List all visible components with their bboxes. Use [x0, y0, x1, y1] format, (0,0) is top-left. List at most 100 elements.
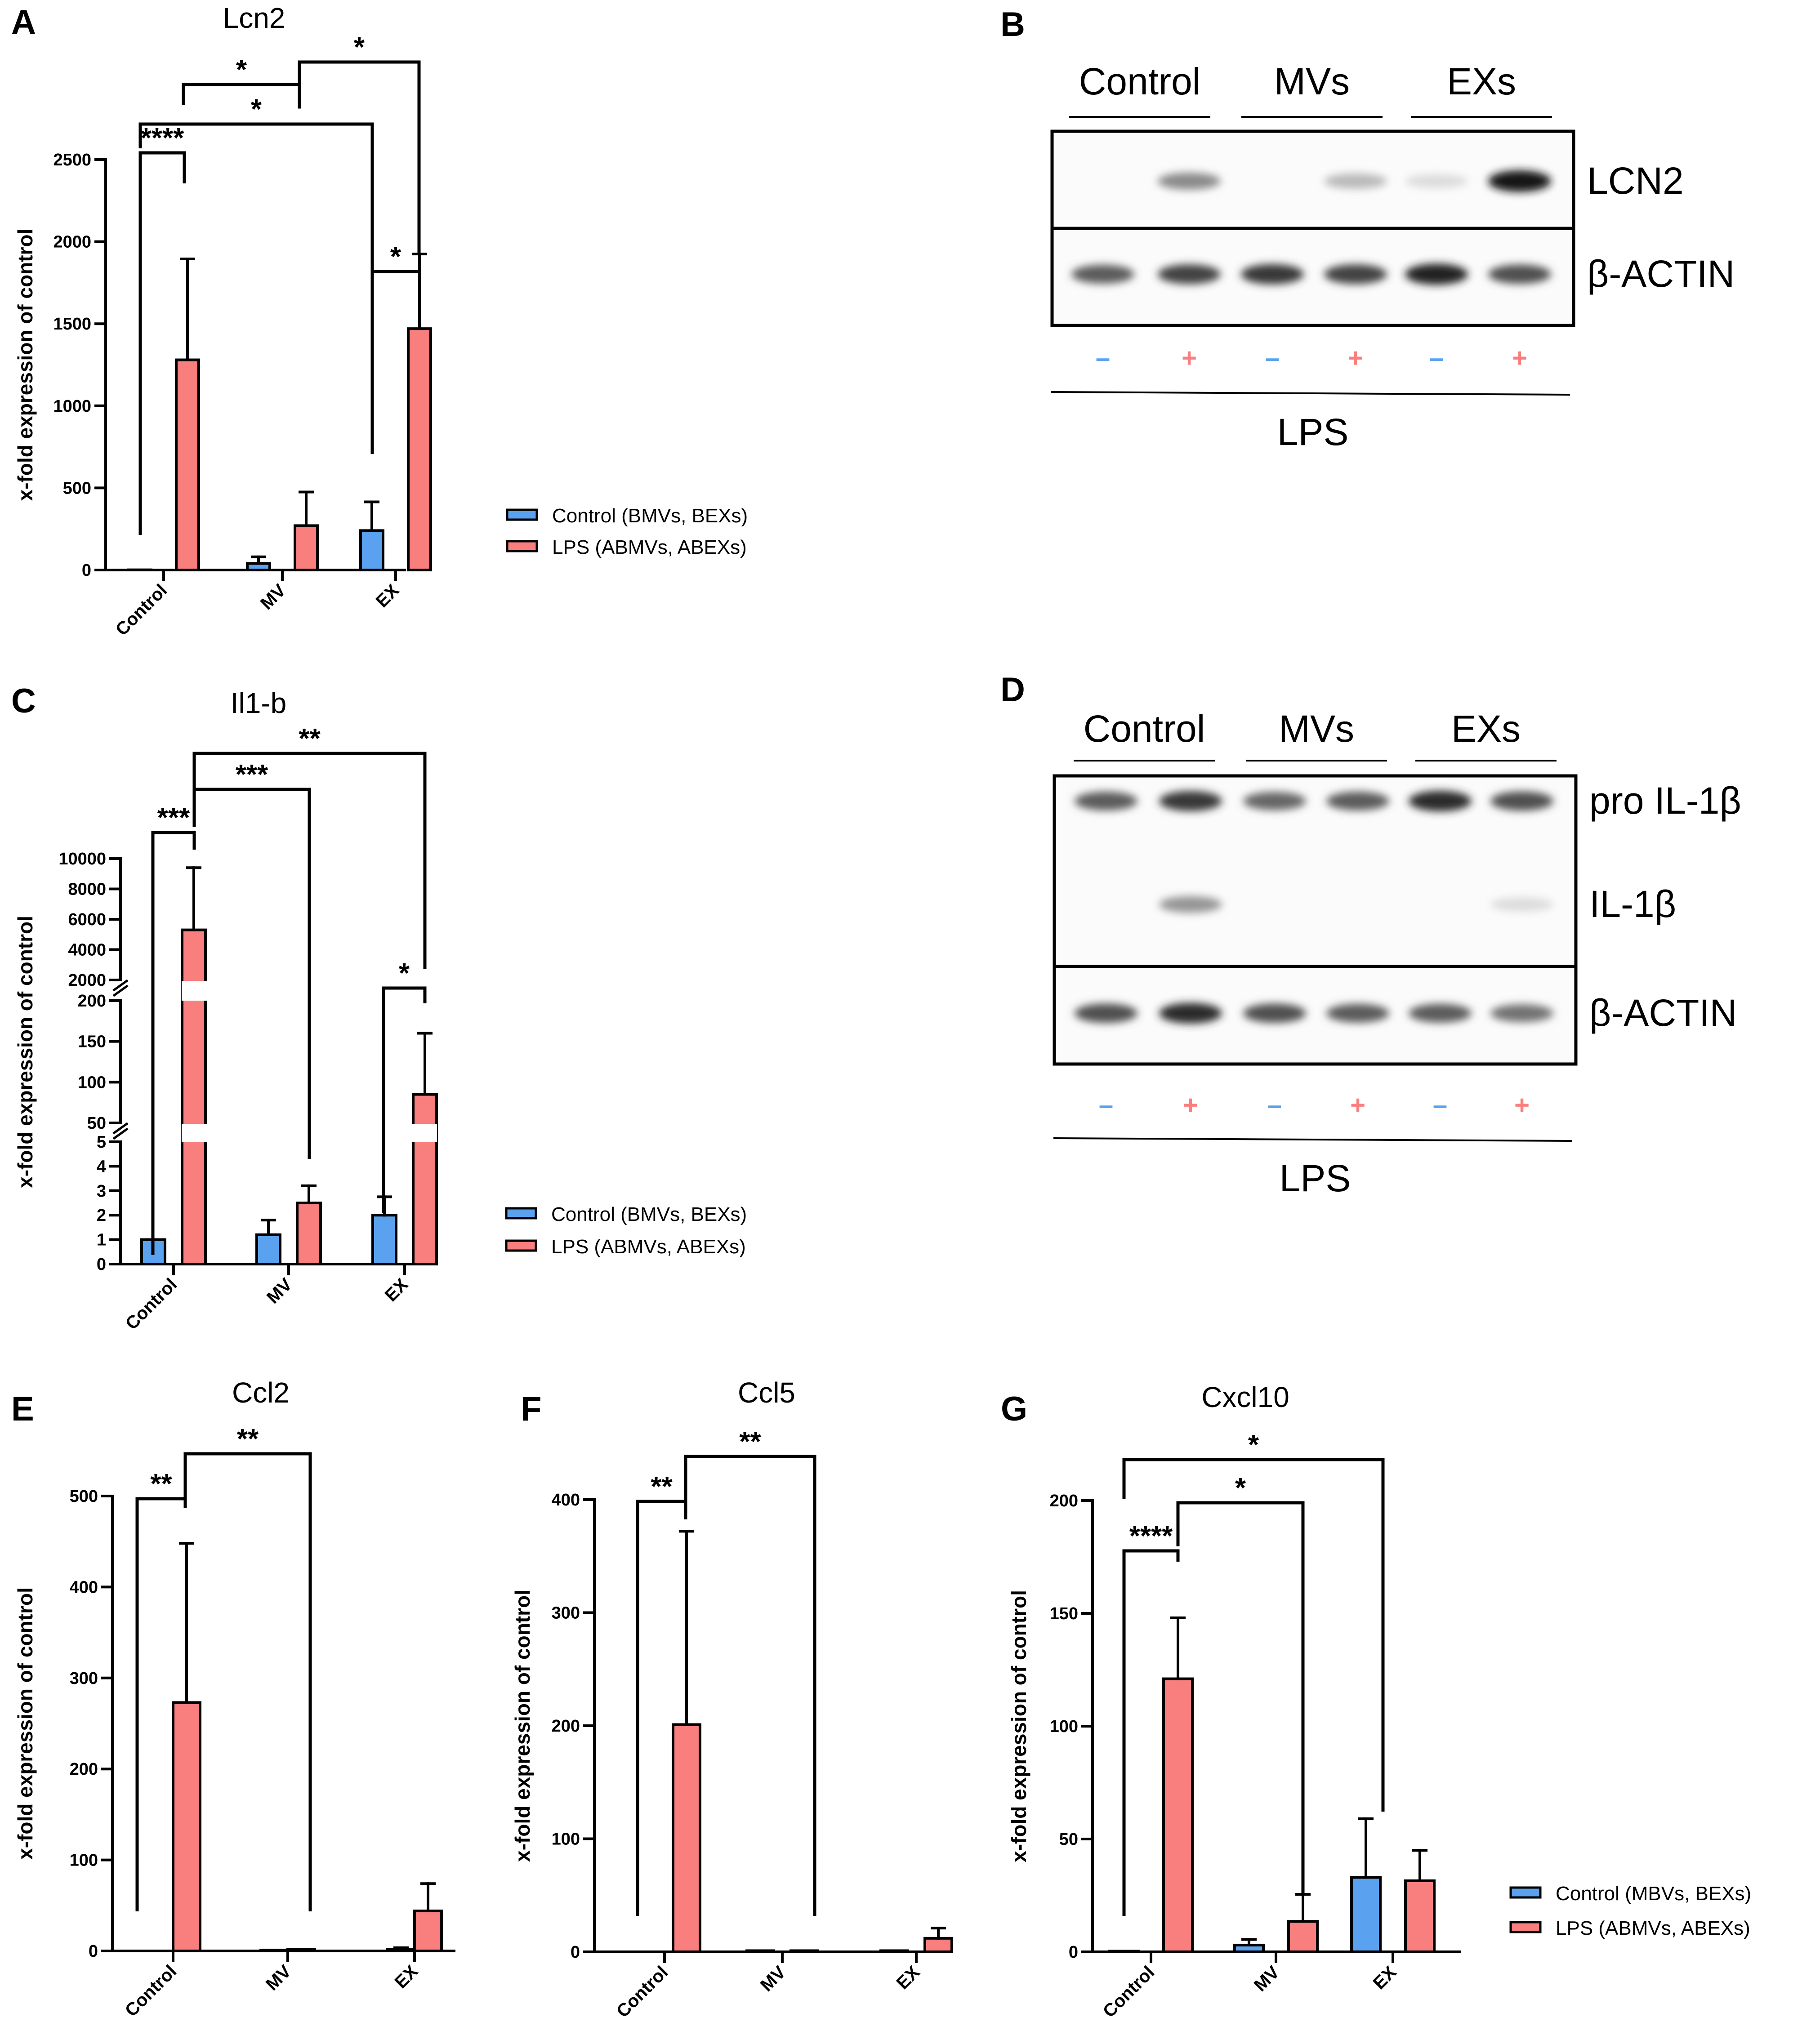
y-tick-label: 200 — [1050, 1492, 1078, 1510]
y-axis-label: x-fold expression of control — [13, 916, 37, 1188]
blot-band — [1326, 1004, 1389, 1023]
y-tick-label: 200 — [70, 1760, 98, 1779]
chart-title: Cxcl10 — [1201, 1381, 1289, 1413]
y-tick-label: 1000 — [53, 397, 91, 416]
y-tick-label: 500 — [63, 479, 91, 498]
band-label: β-ACTIN — [1587, 253, 1735, 295]
blot-band — [1241, 264, 1304, 285]
significance-label: ** — [150, 1469, 172, 1500]
bar — [175, 358, 200, 571]
y-tick-label: 4000 — [68, 941, 106, 960]
blot-band — [1488, 170, 1551, 192]
blot-band — [1324, 174, 1387, 189]
bar — [181, 928, 207, 1265]
lane-group-label: MVs — [1274, 60, 1350, 102]
x-tick-label: EX — [1369, 1962, 1401, 1993]
y-tick-label: 1500 — [53, 315, 91, 334]
legend-A: Control (BMVs, BEXs) LPS (ABMVs, ABEXs) — [506, 505, 748, 558]
y-tick-label: 2500 — [53, 151, 91, 169]
y-tick-label: 500 — [70, 1487, 98, 1506]
y-tick-label: 200 — [78, 992, 106, 1011]
legend-label: LPS (ABMVs, ABEXs) — [1556, 1917, 1750, 1939]
significance-label: * — [1248, 1429, 1259, 1461]
treatment-label: LPS — [1280, 1157, 1351, 1199]
x-tick-label: MV — [257, 580, 290, 614]
axis-break-mark — [112, 1122, 129, 1135]
y-tick-label: 5 — [97, 1133, 106, 1152]
x-tick-label: MV — [263, 1274, 296, 1308]
blot-band — [1243, 1003, 1306, 1023]
lps-minus-sign: – — [1099, 1091, 1113, 1120]
x-tick-label: MV — [1250, 1962, 1284, 1995]
band-label: β-ACTIN — [1589, 992, 1737, 1034]
legend-swatch — [1509, 1886, 1542, 1899]
significance-bracket — [1122, 1549, 1180, 1916]
x-tick-label: Control — [121, 1961, 181, 2021]
bar — [294, 524, 319, 571]
significance-label: ** — [739, 1426, 761, 1457]
significance-label: * — [236, 54, 247, 85]
treatment-line — [1051, 391, 1570, 396]
blot-D: D Control MVs EXs pro IL-1β IL-1β β-ACTIN – + – + –… — [1000, 671, 1741, 1199]
lps-plus-sign: + — [1514, 1091, 1530, 1120]
legend-label: LPS (ABMVs, ABEXs) — [552, 536, 747, 558]
x-tick-label: EX — [372, 580, 403, 611]
significance-bracket — [382, 986, 427, 1213]
lps-minus-sign: – — [1265, 343, 1280, 373]
panel-label-C: C — [11, 682, 36, 720]
blot-band — [1158, 264, 1221, 284]
y-tick-label: 0 — [1069, 1943, 1078, 1962]
lane-group-label: EXs — [1447, 60, 1516, 102]
significance-bracket — [684, 1455, 816, 1916]
y-tick-label: 100 — [1050, 1717, 1078, 1736]
y-tick-label: 0 — [571, 1943, 580, 1962]
lane-group-label: Control — [1084, 708, 1205, 750]
bar — [1350, 1876, 1382, 1953]
legend-C: Control (BMVs, BEXs) LPS (ABMVs, ABEXs) — [505, 1203, 747, 1258]
blot-band — [1326, 792, 1389, 810]
lps-minus-sign: – — [1429, 343, 1444, 373]
significance-label: * — [399, 958, 410, 989]
blot-band — [1159, 791, 1222, 811]
bar — [255, 1233, 281, 1265]
legend-swatch — [506, 508, 538, 521]
y-axis-label: x-fold expression of control — [13, 229, 37, 501]
chart-title: Ccl2 — [232, 1376, 290, 1409]
bar — [413, 1909, 443, 1952]
significance-bracket — [636, 1500, 687, 1916]
band-label: LCN2 — [1587, 160, 1684, 202]
axis-break-mark — [112, 1127, 129, 1140]
blot-band — [1075, 1003, 1137, 1023]
legend-G: Control (MBVs, BEXs) LPS (ABMVs, ABEXs) — [1509, 1883, 1751, 1939]
y-axis-label: x-fold expression of control — [1007, 1590, 1030, 1862]
bar — [1108, 1950, 1140, 1954]
blot-box — [1050, 227, 1575, 327]
bar — [296, 1202, 322, 1265]
blot-box — [1050, 129, 1575, 230]
lps-minus-sign: – — [1433, 1091, 1447, 1120]
bar — [359, 529, 384, 572]
blot-band — [1488, 264, 1551, 284]
lane-group-label: EXs — [1451, 708, 1521, 750]
x-tick-label: MV — [757, 1962, 790, 1995]
bar — [371, 1214, 397, 1265]
bar — [1162, 1677, 1194, 1954]
significance-bracket — [138, 151, 186, 535]
y-axis-label: x-fold expression of control — [511, 1590, 534, 1862]
bar — [790, 1949, 819, 1953]
x-tick-label: Control — [122, 1274, 181, 1334]
bar — [923, 1937, 953, 1953]
band-label: pro IL-1β — [1589, 779, 1741, 822]
y-axis-label: x-fold expression of control — [13, 1587, 37, 1860]
y-tick-label: 2 — [97, 1206, 106, 1225]
blot-B: B Control MVs EXs LCN2 β-ACTIN – + – + – + LPS — [1000, 5, 1735, 453]
significance-label: * — [390, 241, 401, 272]
blot-box — [1053, 965, 1578, 1066]
lps-plus-sign: + — [1183, 1091, 1198, 1120]
chart-title: Il1-b — [231, 687, 287, 719]
significance-label: **** — [141, 123, 184, 154]
significance-label: * — [1235, 1473, 1246, 1504]
x-tick-label: EX — [391, 1961, 422, 1992]
y-tick-label: 2000 — [53, 233, 91, 252]
chart-A: A Lcn2 x-fold expression of control 0 500 100… — [11, 2, 432, 640]
